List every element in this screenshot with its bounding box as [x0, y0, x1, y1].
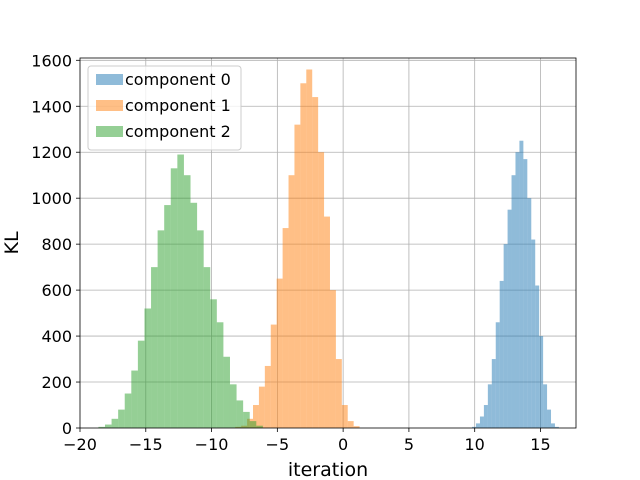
axis-ticks: −20 −15 −10 −5 0 5 10 15 0 200 400 600 800 1000 1200 14… [31, 51, 550, 454]
histogram-bar [151, 267, 158, 428]
histogram-bar [264, 365, 271, 428]
histogram-bar [306, 69, 313, 428]
y-axis-label: KL [1, 231, 23, 254]
histogram-bar [104, 424, 112, 428]
histogram-bar [98, 426, 105, 428]
histogram-bar [137, 340, 145, 428]
histogram-bar [170, 168, 178, 429]
x-tick-label: 10 [465, 435, 485, 454]
histogram-bar [507, 209, 512, 428]
y-tick-label: 600 [41, 281, 72, 300]
histogram-bar [190, 202, 198, 428]
histogram-bar [118, 409, 125, 428]
histogram-bar [243, 411, 250, 428]
legend-swatch [96, 126, 123, 137]
y-tick-label: 1400 [31, 97, 72, 116]
histogram-bar [256, 425, 263, 428]
histogram-bar [229, 384, 237, 428]
y-tick-label: 1200 [31, 143, 72, 162]
histogram-bar [177, 154, 184, 429]
histogram-bar [324, 216, 330, 428]
legend-label: component 1 [125, 96, 231, 115]
histogram-bar [203, 267, 211, 428]
legend-box [87, 65, 242, 151]
histogram-bar [276, 278, 283, 428]
histogram-bar [472, 426, 477, 428]
histogram-bar [341, 405, 348, 428]
y-tick-label: 1000 [31, 189, 72, 208]
plot-frame [79, 57, 577, 429]
y-tick-label: 800 [41, 235, 72, 254]
histogram-bar [476, 423, 480, 428]
histogram-bar [495, 322, 500, 428]
histogram-bar [479, 416, 484, 428]
x-tick-label: −10 [195, 435, 229, 454]
histogram-bar [197, 230, 204, 428]
histogram-bar [554, 426, 559, 428]
histogram-bar [491, 359, 496, 428]
y-tick-label: 1600 [31, 51, 72, 70]
histogram-bar [124, 393, 132, 428]
y-tick-label: 200 [41, 373, 72, 392]
histogram-bar [519, 140, 524, 429]
histogram-bar [487, 384, 492, 428]
histogram-bar [511, 175, 516, 428]
histogram-bar [527, 198, 532, 428]
histogram-bar [210, 299, 217, 428]
histogram-bar [253, 405, 259, 428]
legend-swatch [96, 74, 123, 85]
histogram-bar [353, 426, 360, 428]
histogram-bar [111, 418, 119, 428]
histogram-bar [483, 405, 488, 428]
histogram-bar [294, 124, 301, 428]
histogram-bar [300, 83, 307, 428]
histogram-bar [535, 285, 540, 428]
histogram-bar [523, 159, 528, 428]
histogram-bar [531, 239, 536, 428]
legend-label: component 0 [125, 70, 231, 89]
histogram-bar [282, 228, 289, 428]
histogram-bar [347, 421, 354, 428]
histogram-bar [131, 370, 138, 428]
histogram-bar [288, 175, 295, 428]
legend-swatch [96, 100, 123, 111]
histogram-bar [270, 324, 277, 428]
legend: component 0 component 1 component 2 [87, 65, 242, 151]
histogram-bar [164, 205, 171, 428]
x-tick-label: −15 [129, 435, 163, 454]
histogram-bar [318, 152, 325, 428]
histogram-bars [98, 69, 559, 429]
histogram-bar [312, 97, 319, 428]
histogram-bar [223, 356, 230, 428]
histogram-bar [539, 336, 544, 428]
histogram-bar [144, 308, 152, 428]
histogram-bar [335, 359, 342, 428]
legend-label: component 2 [125, 122, 231, 141]
histogram-bar [258, 386, 265, 428]
histogram-bar [503, 244, 508, 428]
histogram-bar [157, 230, 165, 428]
histogram-bar [547, 409, 552, 428]
histogram-bar [551, 423, 555, 428]
y-tick-label: 0 [62, 419, 72, 438]
x-tick-label: −5 [266, 435, 290, 454]
histogram-bar [249, 421, 257, 428]
x-tick-label: 15 [530, 435, 550, 454]
x-tick-label: 5 [404, 435, 414, 454]
histogram-bar [543, 384, 548, 428]
histogram-bar [329, 290, 336, 428]
x-tick-label: 0 [338, 435, 348, 454]
histogram-bar [216, 322, 224, 428]
histogram-bar [515, 152, 520, 428]
x-tick-label: −20 [63, 435, 97, 454]
histogram-bar [183, 175, 191, 428]
histogram-bar [236, 400, 244, 428]
y-tick-label: 400 [41, 327, 72, 346]
histogram-bar [499, 280, 504, 428]
x-axis-label: iteration [288, 459, 368, 480]
